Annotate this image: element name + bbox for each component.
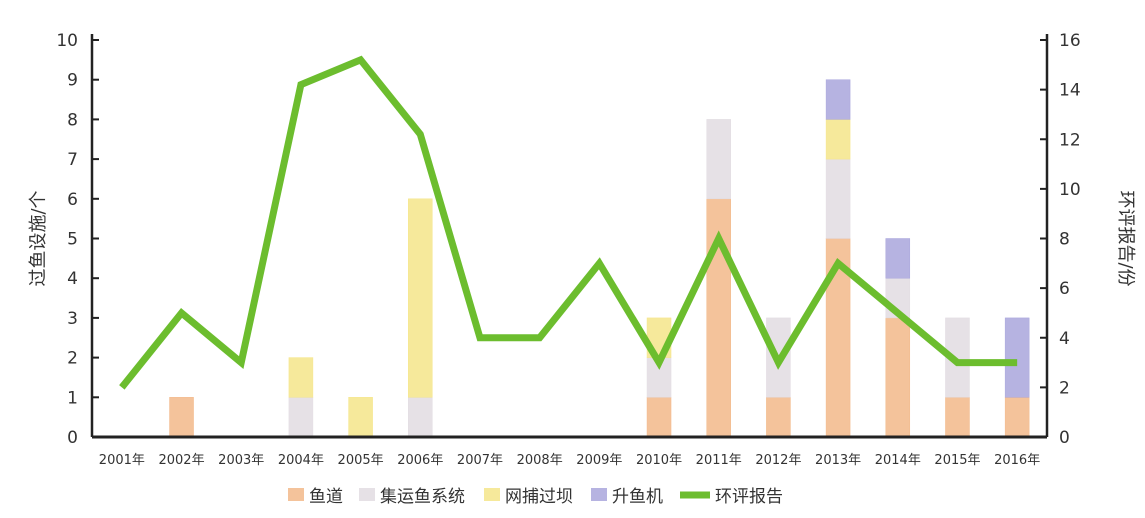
x-tick-label: 2014年 [875,453,921,468]
axes [90,34,1049,439]
x-tick-label: 2001年 [99,453,145,468]
y-left-tick-label: 6 [67,190,78,210]
bar-segment-1-5 [408,397,433,438]
bar-segment-0-13 [885,317,911,438]
bar-segment-1-3 [288,397,314,438]
legend-swatch-0 [288,488,304,501]
line-layer [119,55,1018,390]
bar-segment-3-13 [885,238,911,279]
x-tick-label: 2002年 [158,453,204,468]
y-left-tick-label: 10 [56,31,78,51]
legend-label-0: 鱼道 [309,487,343,507]
y-left-tick-label: 3 [67,309,78,329]
x-tick-label: 2015年 [934,453,980,468]
bar-segment-0-14 [945,397,970,438]
x-tick-label: 2011年 [696,453,742,468]
x-tick-label: 2009年 [576,453,622,468]
x-tick-label: 2010年 [636,453,682,468]
line-series-0 [119,55,1018,390]
legend-swatch-1 [359,488,375,501]
y-right-tick-label: 14 [1059,81,1081,101]
y-left-tick-label: 5 [67,230,78,250]
y-axis-left-title: 过鱼设施/个 [28,190,49,286]
x-tick-label: 2003年 [218,453,264,468]
bar-segment-3-12 [825,79,851,120]
bar-segment-0-9 [646,397,672,438]
bar-segment-2-3 [288,357,314,398]
y-left-tick-label: 4 [67,269,78,289]
y-left-tick-label: 2 [67,349,78,369]
legend-label-3: 升鱼机 [612,487,663,507]
x-tick-label: 2016年 [994,453,1040,468]
legend-label-1: 集运鱼系统 [380,487,465,507]
y-left-tick-label: 9 [67,71,78,91]
y-right-tick-label: 8 [1059,230,1070,250]
legend: 鱼道 集运鱼系统 网捕过坝 升鱼机 环评报告 [288,487,783,507]
y-right-tick-label: 2 [1059,378,1070,398]
x-tick-label: 2012年 [755,453,801,468]
legend-label-2: 网捕过坝 [505,487,573,507]
legend-swatch-3 [591,488,607,501]
y-left-tick-label: 1 [67,388,78,408]
y-right-tick-label: 4 [1059,329,1070,349]
y-right-tick-label: 6 [1059,279,1070,299]
y-left-tick-label: 0 [67,428,78,448]
bar-segment-1-10 [706,119,731,200]
legend-label-4: 环评报告 [715,487,783,507]
y-axis-right-title: 环评报告/份 [1115,190,1136,286]
y-left-tick-label: 7 [67,150,78,170]
bar-group [169,79,1030,438]
bar-segment-3-15 [1004,317,1030,398]
y-right-tick-label: 0 [1059,428,1070,448]
y-right-tick-label: 10 [1059,180,1081,200]
y-left-tick-label: 8 [67,110,78,130]
legend-swatch-2 [484,488,500,501]
bar-segment-0-15 [1004,397,1030,438]
y-right-tick-label: 12 [1059,130,1081,150]
bar-segment-0-11 [766,397,791,438]
bar-segment-1-12 [825,158,851,239]
x-tick-label: 2007年 [457,453,503,468]
x-tick-label: 2005年 [338,453,384,468]
bar-segment-2-4 [348,397,373,438]
x-tick-label: 2013年 [815,453,861,468]
x-tick-label: 2008年 [517,453,563,468]
bar-segment-2-5 [408,198,433,398]
bar-segment-2-12 [825,119,851,160]
y-right-tick-label: 16 [1059,31,1081,51]
x-tick-label: 2004年 [278,453,324,468]
x-tick-label: 2006年 [397,453,443,468]
bar-segment-0-1 [169,397,194,438]
